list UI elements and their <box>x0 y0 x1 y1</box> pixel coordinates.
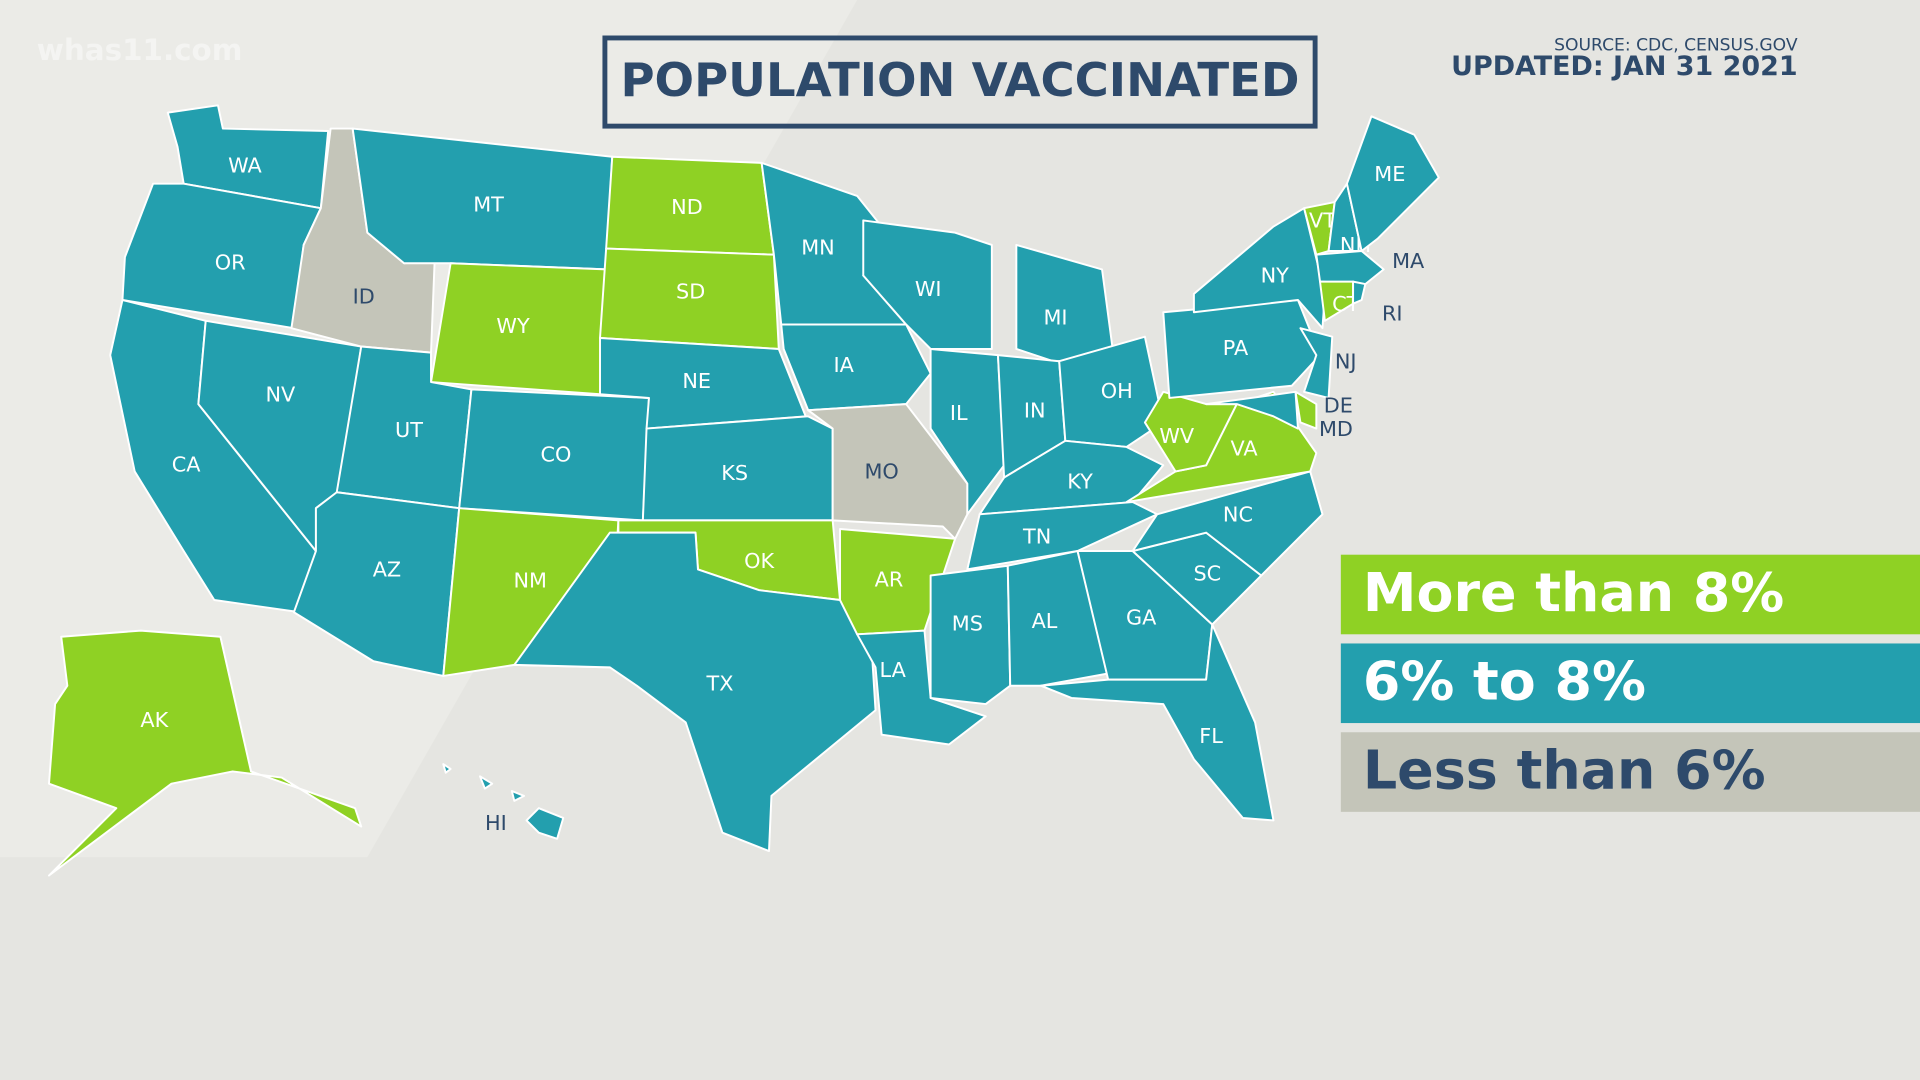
state-label: WV <box>1159 424 1195 448</box>
state-label: NV <box>266 383 297 407</box>
state <box>48 629 363 877</box>
states: WA OR CA NV ID MT WY UT CO AZ NM ND SD NE KS OK TX MN IA MO… <box>48 104 1440 877</box>
state-label: LA <box>880 658 907 682</box>
state-label: PA <box>1223 336 1249 360</box>
state-label: KY <box>1067 469 1093 493</box>
state-label: HI <box>485 811 507 835</box>
state-label: WA <box>228 154 262 178</box>
state-label: AZ <box>373 558 401 582</box>
state <box>966 501 1159 571</box>
state-label: TX <box>706 671 734 695</box>
legend-swatch <box>1340 643 1920 724</box>
state-label: NM <box>513 569 547 593</box>
state <box>1294 390 1318 430</box>
state-label: RI <box>1382 302 1403 326</box>
state-label: KS <box>721 461 748 485</box>
updated: UPDATED: JAN 31 2021 <box>1451 51 1797 82</box>
state-label: ME <box>1374 162 1405 186</box>
island <box>442 763 452 774</box>
watermark: whas11.com <box>37 33 243 67</box>
state <box>1299 327 1334 399</box>
legend-swatch <box>1340 554 1920 635</box>
legend: More than 8% 6% to 8% Less than 6% <box>1340 554 1920 812</box>
state-label: UT <box>395 418 423 442</box>
state <box>862 219 993 350</box>
state-label: NY <box>1261 264 1290 288</box>
state-label: IL <box>950 401 968 425</box>
state-label: MS <box>952 611 983 635</box>
state <box>1006 550 1110 687</box>
state-label: NC <box>1223 503 1253 527</box>
state-label: MO <box>864 460 898 484</box>
state-label: MT <box>473 193 504 217</box>
title: POPULATION VACCINATED <box>620 53 1299 107</box>
state <box>525 807 565 840</box>
state-label: VA <box>1231 436 1259 460</box>
state-label: SD <box>676 280 705 304</box>
state <box>1015 243 1116 363</box>
state-label: WY <box>496 314 530 338</box>
state <box>513 531 877 853</box>
state <box>929 564 1012 706</box>
state-label: FL <box>1199 724 1223 748</box>
state-label: IN <box>1024 398 1046 422</box>
state-label: ID <box>353 285 375 309</box>
state-label: AL <box>1032 609 1058 633</box>
source: SOURCE: CDC, CENSUS.GOV <box>1554 35 1798 55</box>
title-box <box>602 35 1318 129</box>
state-label: OK <box>744 549 775 573</box>
state <box>1058 335 1165 448</box>
legend-label: 6% to 8% <box>1363 650 1646 713</box>
state <box>856 629 987 746</box>
island <box>479 775 494 790</box>
state-label: IA <box>833 353 854 377</box>
state-label: NE <box>682 369 711 393</box>
state-label: WI <box>915 277 942 301</box>
state-label: GA <box>1126 605 1157 629</box>
state-label: MD <box>1319 417 1353 441</box>
state-label: CO <box>540 443 571 467</box>
state-label: ND <box>671 195 703 219</box>
state <box>780 323 932 412</box>
state-label: NJ <box>1335 349 1357 373</box>
state-label: MI <box>1043 305 1067 329</box>
state <box>166 104 330 210</box>
state <box>1205 390 1299 430</box>
state-label: AK <box>140 708 169 732</box>
island <box>510 790 526 802</box>
state-label: DE <box>1324 394 1353 418</box>
state <box>1039 623 1275 822</box>
state-label: SC <box>1193 561 1221 585</box>
state-label: TN <box>1022 525 1051 549</box>
state-label: AR <box>875 567 904 591</box>
state <box>1352 280 1367 305</box>
state-label: MA <box>1392 249 1425 273</box>
state-label: MN <box>801 236 835 260</box>
legend-swatch <box>1340 732 1920 812</box>
legend-label: Less than 6% <box>1363 739 1766 802</box>
state <box>1315 250 1385 286</box>
legend-label: More than 8% <box>1363 561 1784 624</box>
state-label: CA <box>172 452 202 476</box>
state-label: OR <box>215 250 246 274</box>
state-label: OH <box>1101 379 1133 403</box>
